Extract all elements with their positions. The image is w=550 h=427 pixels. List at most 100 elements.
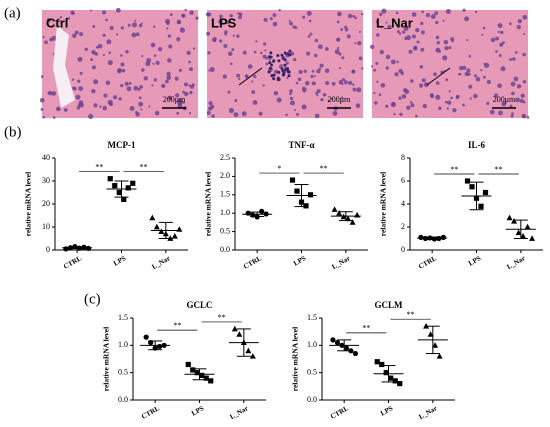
nucleus: [152, 62, 155, 65]
nucleus: [252, 100, 258, 105]
nucleus: [103, 93, 108, 98]
nucleus: [385, 66, 389, 70]
nucleus: [435, 20, 439, 25]
nucleus: [436, 41, 441, 45]
nucleus: [180, 27, 184, 31]
data-point: [125, 185, 131, 191]
nucleus: [385, 21, 388, 24]
nucleus: [486, 101, 490, 105]
nucleus: [102, 33, 106, 38]
nucleus: [352, 14, 356, 18]
error-bar: [158, 221, 173, 239]
nucleus: [410, 103, 415, 108]
nucleus: [222, 74, 228, 79]
y-tick-label: 0.5: [220, 226, 230, 235]
significance-label: *: [277, 164, 281, 173]
nucleus: [423, 82, 429, 88]
nucleus: [420, 21, 424, 26]
nucleus: [421, 78, 426, 83]
infiltrate: [269, 51, 273, 55]
nucleus: [79, 102, 84, 108]
nucleus: [473, 93, 478, 99]
nucleus: [189, 67, 193, 72]
nucleus: [338, 52, 342, 56]
nucleus: [237, 15, 243, 20]
nucleus: [519, 98, 524, 103]
arrow: [426, 67, 451, 86]
nucleus: [438, 50, 442, 53]
nucleus: [223, 44, 228, 49]
nucleus: [251, 90, 256, 94]
nucleus: [331, 81, 336, 86]
nucleus: [302, 86, 305, 90]
data-point: [520, 233, 527, 239]
nucleus: [234, 98, 238, 103]
data-point: [529, 235, 536, 241]
infiltrate: [283, 63, 287, 67]
data-point: [515, 229, 522, 236]
nucleus: [141, 68, 145, 72]
nucleus: [91, 89, 96, 94]
nucleus: [289, 92, 292, 96]
nucleus: [301, 104, 307, 110]
nucleus: [255, 40, 258, 43]
nucleus: [411, 12, 417, 17]
nucleus: [438, 106, 442, 110]
data-point: [149, 214, 156, 221]
nucleus: [289, 89, 293, 93]
nucleus: [265, 56, 269, 60]
nucleus: [75, 94, 81, 100]
nucleus: [308, 19, 312, 23]
data-point: [259, 208, 265, 214]
nucleus: [145, 61, 151, 67]
nucleus: [430, 14, 436, 19]
nucleus: [443, 39, 449, 45]
nucleus: [446, 107, 449, 110]
nucleus: [176, 111, 180, 115]
y-tick-label: 30: [42, 176, 50, 185]
y-tick-label: 1.0: [118, 340, 128, 349]
nucleus: [314, 38, 319, 43]
nucleus: [490, 37, 496, 43]
nucleus: [515, 97, 520, 103]
data-point: [116, 189, 122, 196]
data-point: [294, 188, 300, 194]
nucleus: [462, 8, 466, 12]
nucleus: [481, 33, 484, 36]
nucleus: [421, 10, 424, 14]
nucleus: [452, 108, 457, 113]
x-tick-label: CTRL: [329, 404, 350, 421]
nucleus: [442, 19, 445, 22]
nucleus: [435, 81, 440, 85]
nucleus: [115, 33, 119, 36]
nucleus: [59, 16, 63, 19]
x-tick-label: LPS: [190, 404, 205, 417]
nucleus: [166, 27, 169, 30]
nucleus: [183, 82, 189, 87]
error-bar: [114, 180, 129, 198]
nucleus: [121, 68, 126, 73]
nucleus: [419, 65, 424, 69]
nucleus: [182, 101, 185, 104]
nucleus: [258, 111, 263, 116]
nucleus: [376, 80, 379, 83]
nucleus: [375, 20, 379, 24]
data-point: [190, 367, 196, 373]
nucleus: [422, 103, 427, 109]
nucleus: [88, 113, 94, 120]
nucleus: [253, 50, 257, 54]
nucleus: [138, 96, 142, 100]
nucleus: [51, 91, 57, 96]
infiltrate: [272, 77, 276, 81]
nucleus: [322, 92, 327, 97]
nucleus: [390, 59, 396, 65]
nucleus: [450, 37, 455, 42]
infiltrate: [272, 73, 276, 77]
nucleus: [153, 54, 157, 57]
nucleus: [224, 32, 228, 36]
nucleus: [138, 101, 144, 107]
x-tick-label: L_Nar: [228, 404, 249, 421]
infiltrate: [283, 58, 287, 62]
data-point: [388, 375, 394, 381]
nucleus: [406, 35, 411, 41]
